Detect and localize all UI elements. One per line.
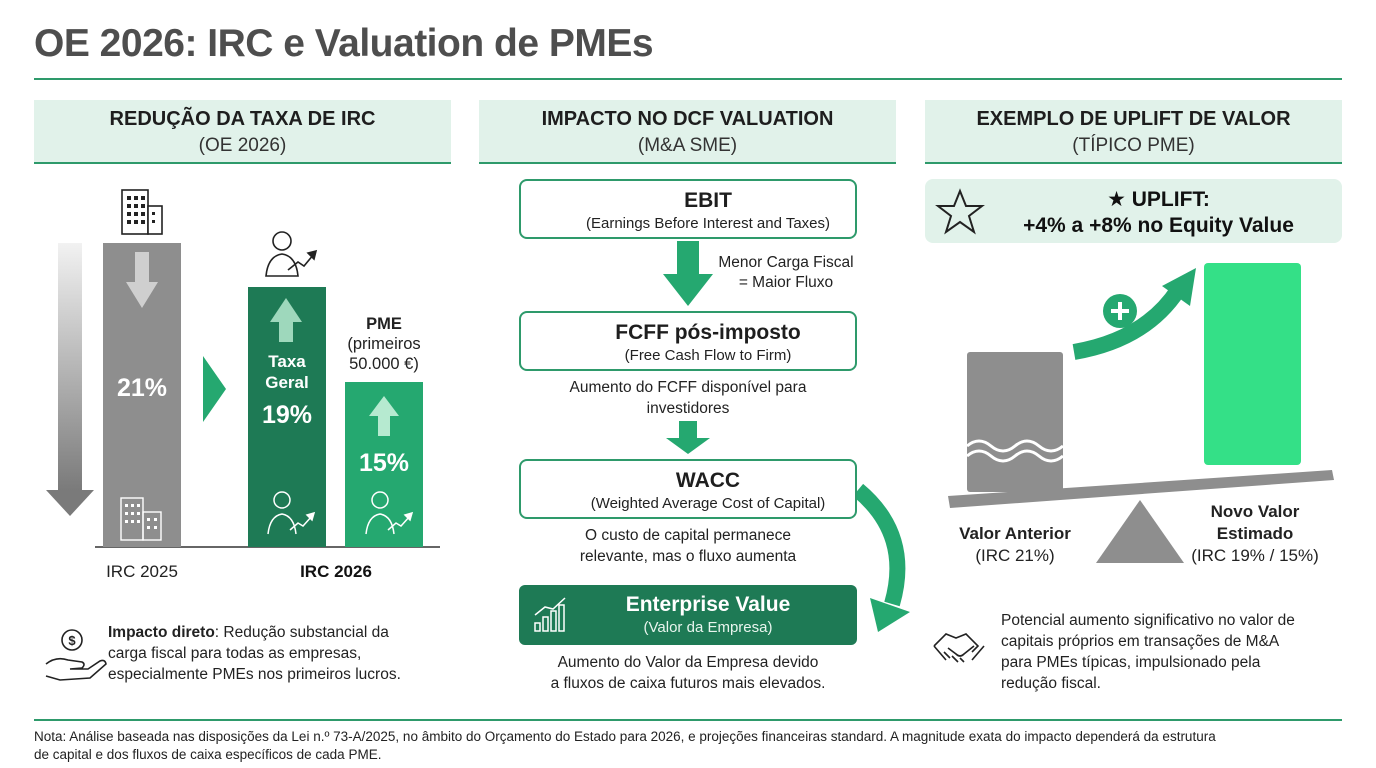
handshake-icon (933, 633, 985, 663)
panel-uplift-header: EXEMPLO DE UPLIFT DE VALOR (TÍPICO PME) (925, 100, 1342, 164)
impact-text-line3: especialmente PMEs nos primeiros lucros. (108, 666, 401, 683)
footnote-line1: Nota: Análise baseada nas disposições da… (34, 729, 1216, 744)
hand-money-icon (45, 629, 107, 681)
uplift-text: ★ UPLIFT: +4% a +8% no Equity Value (985, 187, 1332, 239)
axis-label-irc-2026: IRC 2026 (300, 562, 372, 581)
businessman-growth-icon (265, 231, 318, 277)
fcff-note: Aumento do FCFF disponível para investid… (519, 377, 857, 419)
arrow-down-icon (666, 421, 710, 454)
enterprise-value-note-line1: Aumento do Valor da Empresa devido (557, 654, 819, 671)
uplift-description-line3: para PMEs típicas, impulsionado pela (1001, 654, 1261, 671)
fcff-box: FCFF pós-imposto (Free Cash Flow to Firm… (519, 311, 857, 371)
title-divider (34, 78, 1342, 80)
panel-dcf-heading: IMPACTO NO DCF VALUATION (541, 108, 834, 130)
panel-dcf-header: IMPACTO NO DCF VALUATION (M&A SME) (479, 100, 896, 164)
uplift-description-line4: redução fiscal. (1001, 675, 1101, 692)
impact-text-line2: carga fiscal para todas as empresas, (108, 645, 362, 662)
wacc-title: WACC (675, 469, 741, 492)
fcff-title: FCFF pós-imposto (615, 321, 801, 344)
enterprise-value-title: Enterprise Value (625, 593, 791, 616)
curved-arrow-icon (852, 483, 910, 632)
bar-geral-label-line1: Taxa (268, 352, 306, 371)
after-value-title-line1: Novo Valor (1210, 502, 1300, 521)
fcff-note-line2: investidores (646, 400, 730, 417)
impact-text-bold: Impacto direto (108, 624, 215, 641)
balance-plank (948, 470, 1334, 508)
after-value-subtitle: (IRC 19% / 15%) (1191, 546, 1319, 565)
plus-icon (1103, 294, 1137, 328)
businessman-growth-icon (365, 491, 414, 535)
footer-divider (34, 719, 1342, 721)
wacc-note-line1: O custo de capital permanece (585, 527, 791, 544)
building-icon (121, 189, 163, 235)
enterprise-value-box: Enterprise Value (Valor da Empresa) (519, 585, 857, 645)
fcff-note-line1: Aumento do FCFF disponível para (569, 379, 807, 396)
old-value-block (966, 352, 1064, 492)
page-title: OE 2026: IRC e Valuation de PMEs (34, 22, 654, 65)
footnote: Nota: Análise baseada nas disposições da… (34, 728, 1344, 764)
balance-fulcrum (1096, 500, 1184, 563)
bar-irc-2026-geral-value: 19% (261, 401, 313, 429)
uplift-description: Potencial aumento significativo no valor… (1001, 610, 1346, 694)
uplift-description-line2: capitais próprios em transações de M&A (1001, 633, 1280, 650)
arrow-annotation-line2: = Maior Fluxo (738, 274, 834, 291)
bar-irc-2025-value: 21% (116, 374, 168, 402)
panel-uplift-subheading: (TÍPICO PME) (1072, 135, 1195, 156)
ebit-box: EBIT (Earnings Before Interest and Taxes… (519, 179, 857, 239)
arrow-annotation-line1: Menor Carga Fiscal (718, 254, 854, 271)
bar-irc-2026-pme-value: 15% (358, 449, 410, 477)
uplift-text-line1: ★ UPLIFT: (1107, 188, 1210, 211)
impact-text-line1: : Redução substancial da (214, 624, 389, 641)
arrow-up-icon (270, 298, 302, 342)
businessman-growth-icon (267, 491, 316, 535)
panel-irc-heading: REDUÇÃO DA TAXA DE IRC (109, 108, 376, 130)
footnote-line2: de capital e dos fluxos de caixa específ… (34, 747, 382, 762)
pme-label-line1: PME (366, 315, 402, 333)
star-icon (935, 188, 985, 235)
pme-label-line2: (primeiros (347, 335, 421, 353)
arrow-down-icon (126, 252, 158, 308)
wacc-note-line2: relevante, mas o fluxo aumenta (579, 548, 797, 565)
axis-label-irc-2025: IRC 2025 (106, 562, 178, 581)
panel-irc-header: REDUÇÃO DA TAXA DE IRC (OE 2026) (34, 100, 451, 164)
wacc-box: WACC (Weighted Average Cost of Capital) (519, 459, 857, 519)
pme-label: PME (primeiros 50.000 €) (336, 314, 432, 374)
enterprise-value-note: Aumento do Valor da Empresa devido a flu… (510, 652, 866, 694)
arrow-annotation: Menor Carga Fiscal = Maior Fluxo (706, 253, 866, 293)
pme-label-line3: 50.000 €) (349, 355, 419, 373)
growth-chart-icon (534, 597, 566, 632)
panel-uplift-heading: EXEMPLO DE UPLIFT DE VALOR (976, 108, 1291, 130)
impact-text: Impacto direto: Redução substancial da c… (108, 622, 448, 685)
arrow-down-icon (663, 241, 713, 306)
growth-arrow-icon (1072, 268, 1196, 360)
arrow-up-icon (369, 396, 399, 436)
decrease-arrow-icon (46, 243, 94, 516)
dollar-icon: $ (68, 633, 76, 648)
ebit-title: EBIT (684, 189, 732, 212)
before-value-label: Valor Anterior (IRC 21%) (940, 523, 1090, 567)
before-value-title: Valor Anterior (959, 524, 1071, 543)
ebit-subtitle: (Earnings Before Interest and Taxes) (585, 215, 831, 232)
new-value-block (1204, 263, 1301, 465)
uplift-banner: ★ UPLIFT: +4% a +8% no Equity Value (925, 179, 1342, 243)
bar-geral-label-line2: Geral (265, 373, 309, 392)
wacc-subtitle: (Weighted Average Cost of Capital) (590, 495, 826, 512)
building-small-icon (120, 497, 162, 541)
before-value-subtitle: (IRC 21%) (975, 546, 1055, 565)
enterprise-value-note-line2: a fluxos de caixa futuros mais elevados. (550, 675, 826, 692)
bar-geral-label: Taxa Geral (248, 351, 326, 393)
after-value-label: Novo Valor Estimado (IRC 19% / 15%) (1180, 501, 1330, 567)
uplift-text-line2: +4% a +8% no Equity Value (1023, 214, 1294, 237)
panel-dcf-subheading: (M&A SME) (637, 135, 738, 156)
chevron-right-icon (203, 356, 226, 422)
uplift-description-line1: Potencial aumento significativo no valor… (1001, 612, 1295, 629)
after-value-title-line2: Estimado (1216, 524, 1294, 543)
enterprise-value-subtitle: (Valor da Empresa) (643, 619, 773, 636)
fcff-subtitle: (Free Cash Flow to Firm) (624, 347, 792, 364)
wacc-note: O custo de capital permanece relevante, … (519, 525, 857, 567)
panel-irc-subheading: (OE 2026) (198, 135, 287, 156)
